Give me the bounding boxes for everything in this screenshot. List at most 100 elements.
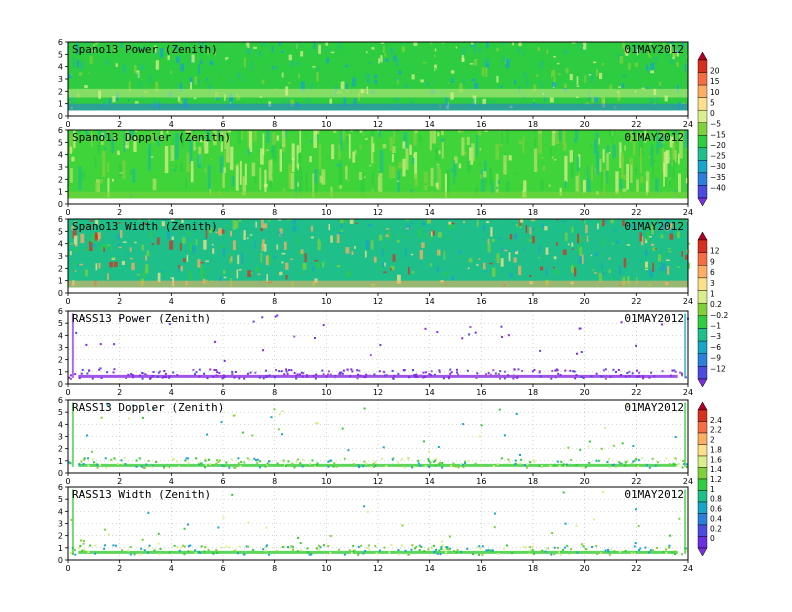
heatmap-streak: [562, 143, 567, 151]
scatter-point: [293, 371, 296, 374]
heatmap-streak: [310, 225, 314, 232]
colorbar-swatch: [697, 444, 708, 457]
heatmap-streak: [74, 243, 78, 247]
heatmap-streak: [302, 63, 307, 66]
colorbar-swatch: [697, 135, 708, 149]
scatter-point: [140, 547, 143, 550]
heatmap-streak: [247, 270, 252, 278]
scatter-point: [215, 459, 218, 462]
scatter-point: [90, 450, 93, 453]
scatter-point: [69, 374, 72, 377]
scatter-point: [681, 466, 684, 469]
scatter-point: [378, 549, 381, 552]
scatter-point: [237, 552, 240, 555]
colorbar-label: 1.6: [710, 455, 722, 464]
scatter-edge-column: [684, 313, 687, 378]
heatmap-streak: [326, 57, 329, 64]
heatmap-streak: [450, 276, 455, 281]
scatter-point: [423, 550, 426, 553]
heatmap-streak: [169, 240, 174, 250]
heatmap-streak: [644, 267, 648, 270]
heatmap-streak: [230, 256, 233, 262]
heatmap-streak: [389, 137, 393, 152]
heatmap-streak: [83, 224, 88, 227]
heatmap-streak: [122, 241, 127, 243]
heatmap-streak: [652, 247, 656, 251]
heatmap-streak: [548, 184, 551, 188]
heatmap-streak: [70, 242, 73, 245]
scatter-point: [121, 549, 124, 552]
heatmap-streak: [662, 223, 666, 231]
scatter-point: [357, 545, 360, 548]
heatmap-streak: [340, 230, 344, 232]
scatter-point: [265, 376, 268, 379]
heatmap-streak: [271, 45, 274, 53]
heatmap-streak: [180, 162, 183, 173]
scatter-point: [624, 549, 627, 552]
heatmap-streak: [577, 233, 580, 244]
heatmap-streak: [552, 69, 556, 77]
scatter-point: [281, 409, 284, 412]
colorbar-swatch: [697, 109, 708, 123]
x-tick-label: 14: [425, 120, 435, 129]
heatmap-streak: [288, 163, 293, 189]
heatmap-streak: [147, 149, 151, 172]
heatmap-streak: [195, 239, 198, 245]
scatter-point: [317, 544, 320, 547]
heatmap-streak: [664, 95, 668, 102]
heatmap-streak: [434, 64, 437, 70]
y-tick-label: 1: [58, 368, 63, 377]
scatter-point: [184, 459, 187, 462]
scatter-point: [593, 518, 596, 521]
colorbar-swatch: [697, 185, 708, 199]
scatter-point: [153, 549, 156, 552]
scatter-point: [187, 550, 190, 553]
heatmap-streak: [297, 153, 302, 164]
scatter-point: [290, 545, 293, 548]
heatmap-streak: [249, 234, 253, 236]
scatter-edge-column: [71, 489, 74, 554]
heatmap-streak: [528, 239, 532, 241]
heatmap-streak: [345, 165, 348, 180]
colorbar-swatch: [697, 315, 708, 329]
scatter-point: [412, 369, 415, 372]
scatter-point: [151, 466, 154, 469]
scatter-point: [79, 544, 82, 547]
heatmap-streak: [189, 138, 193, 164]
heatmap-streak: [526, 79, 529, 87]
heatmap-streak: [203, 239, 207, 250]
scatter-point: [640, 457, 643, 460]
heatmap-streak: [213, 51, 217, 56]
scatter-point: [407, 457, 410, 460]
heatmap-streak: [358, 172, 363, 181]
heatmap-streak: [541, 223, 544, 228]
heatmap-streak: [650, 97, 654, 104]
scatter-point: [80, 460, 83, 463]
heatmap-streak: [337, 232, 342, 235]
scatter-point: [293, 335, 296, 338]
scatter-point: [372, 462, 375, 465]
scatter-point: [438, 369, 441, 372]
scatter-point: [614, 465, 617, 468]
y-tick-label: 0: [58, 556, 63, 565]
heatmap-streak: [338, 100, 341, 103]
scatter-point: [352, 463, 355, 466]
scatter-point: [424, 375, 427, 378]
heatmap-streak: [105, 59, 109, 67]
scatter-point: [138, 374, 141, 377]
heatmap-streak: [612, 219, 615, 222]
scatter-point: [661, 323, 664, 326]
scatter-point: [398, 465, 401, 468]
x-tick-label: 16: [476, 564, 486, 573]
heatmap-streak: [529, 226, 532, 235]
heatmap-streak: [177, 96, 181, 102]
heatmap-streak: [549, 81, 553, 90]
heatmap-streak: [238, 269, 242, 271]
heatmap-streak: [345, 134, 349, 136]
heatmap-streak: [611, 130, 614, 143]
heatmap-streak: [243, 230, 246, 240]
heatmap-streak: [531, 227, 535, 231]
heatmap-streak: [467, 267, 470, 270]
heatmap-streak: [539, 266, 544, 271]
heatmap-streak: [602, 63, 604, 66]
